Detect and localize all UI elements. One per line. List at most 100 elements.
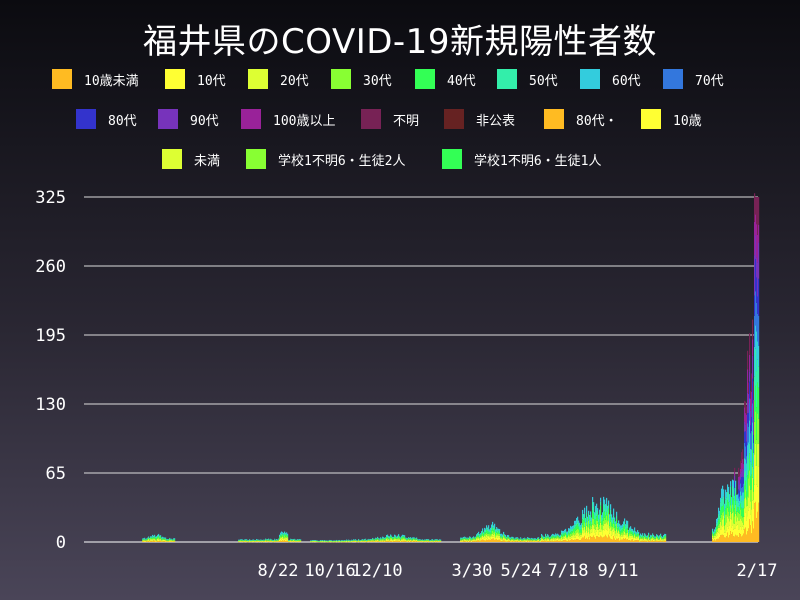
bar-segment: [404, 536, 406, 538]
bar-segment: [358, 539, 360, 540]
bar-segment: [155, 540, 157, 542]
bar-segment: [757, 296, 759, 314]
bar-segment: [651, 535, 653, 537]
bar-segment: [622, 532, 624, 536]
bar-segment: [747, 475, 749, 497]
bar-segment: [747, 413, 749, 424]
bar-segment: [730, 481, 732, 487]
bar-segment: [756, 518, 758, 542]
bar-segment: [498, 530, 500, 532]
bar-segment: [398, 534, 400, 536]
bar-segment: [156, 541, 158, 542]
bar-segment: [746, 499, 748, 507]
bar-segment: [728, 486, 730, 493]
bar-segment: [388, 537, 390, 539]
bar-segment: [542, 538, 544, 540]
bar-segment: [507, 536, 509, 538]
bar-segment: [758, 278, 760, 316]
bar-segment: [655, 538, 657, 541]
bar-segment: [619, 537, 621, 541]
bar-segment: [610, 521, 612, 528]
bar-segment: [608, 534, 610, 542]
bar-segment: [564, 540, 566, 542]
bar-segment: [434, 539, 436, 541]
bar-segment: [174, 539, 176, 541]
bar-segment: [746, 414, 748, 431]
bar-segment: [487, 533, 489, 537]
bar-segment: [401, 538, 403, 540]
bar-segment: [750, 489, 752, 502]
bar-segment: [527, 537, 529, 538]
bar-segment: [564, 536, 566, 539]
bar-segment: [416, 541, 418, 542]
bar-segment: [558, 538, 560, 540]
bar-segment: [589, 533, 591, 538]
legend-item: 60代: [580, 68, 641, 90]
bar-segment: [634, 533, 636, 536]
bar-segment: [401, 536, 403, 538]
bar-segment: [746, 506, 748, 521]
bar-segment: [626, 520, 628, 525]
bar-segment: [652, 536, 654, 539]
bar-segment: [754, 454, 756, 485]
bar-segment: [641, 538, 643, 539]
bar-segment: [152, 541, 154, 542]
bar-segment: [165, 540, 167, 541]
bar-segment: [505, 538, 507, 539]
bar-segment: [732, 495, 734, 505]
bar-segment: [384, 539, 386, 540]
bar-segment: [715, 537, 717, 541]
legend-item: 50代: [497, 68, 558, 90]
legend-item: 80代・: [544, 108, 618, 130]
bar-segment: [561, 541, 563, 542]
bar-segment: [564, 531, 566, 534]
bar-segment: [411, 539, 413, 541]
bar-segment: [565, 531, 567, 533]
bar-segment: [510, 538, 512, 540]
bar-segment: [744, 442, 746, 459]
bar-segment: [720, 497, 722, 503]
bar-segment: [616, 511, 618, 516]
bar-segment: [388, 539, 390, 541]
bar-segment: [174, 541, 176, 542]
bar-segment: [484, 532, 486, 535]
bar-segment: [541, 540, 543, 542]
bar-segment: [564, 529, 566, 532]
bar-segment: [576, 522, 578, 526]
gridlines: [84, 196, 758, 543]
bar-segment: [474, 541, 476, 542]
bar-segment: [581, 536, 583, 539]
bar-segment: [574, 535, 576, 538]
bar-segment: [747, 350, 749, 370]
bar-segment: [283, 533, 285, 535]
bar-segment: [613, 536, 615, 542]
bar-segment: [494, 526, 496, 529]
bar-segment: [154, 539, 156, 541]
bar-segment: [551, 535, 553, 537]
bar-segment: [407, 540, 409, 542]
bar-segment: [605, 523, 607, 529]
bar-segment: [532, 538, 534, 539]
bar-segment: [715, 533, 717, 536]
bar-segment: [485, 536, 487, 539]
bar-segment: [156, 539, 158, 541]
bar-segment: [543, 536, 545, 538]
bar-segment: [747, 369, 749, 393]
bar-segment: [554, 538, 556, 540]
bar-segment: [728, 511, 730, 519]
bar-segment: [605, 509, 607, 516]
bar-segment: [479, 534, 481, 536]
bar-segment: [662, 541, 664, 542]
bar-segment: [517, 537, 519, 538]
bar-segment: [657, 535, 659, 538]
bar-segment: [384, 537, 386, 539]
bar-segment: [741, 477, 743, 488]
bar-segment: [631, 531, 633, 534]
bar-segment: [149, 539, 151, 541]
bar-segment: [737, 494, 739, 501]
bar-segment: [604, 499, 606, 505]
legend-label: 10代: [197, 73, 226, 89]
bar-segment: [587, 535, 589, 540]
bar-segment: [571, 534, 573, 536]
bar-segment: [726, 497, 728, 506]
